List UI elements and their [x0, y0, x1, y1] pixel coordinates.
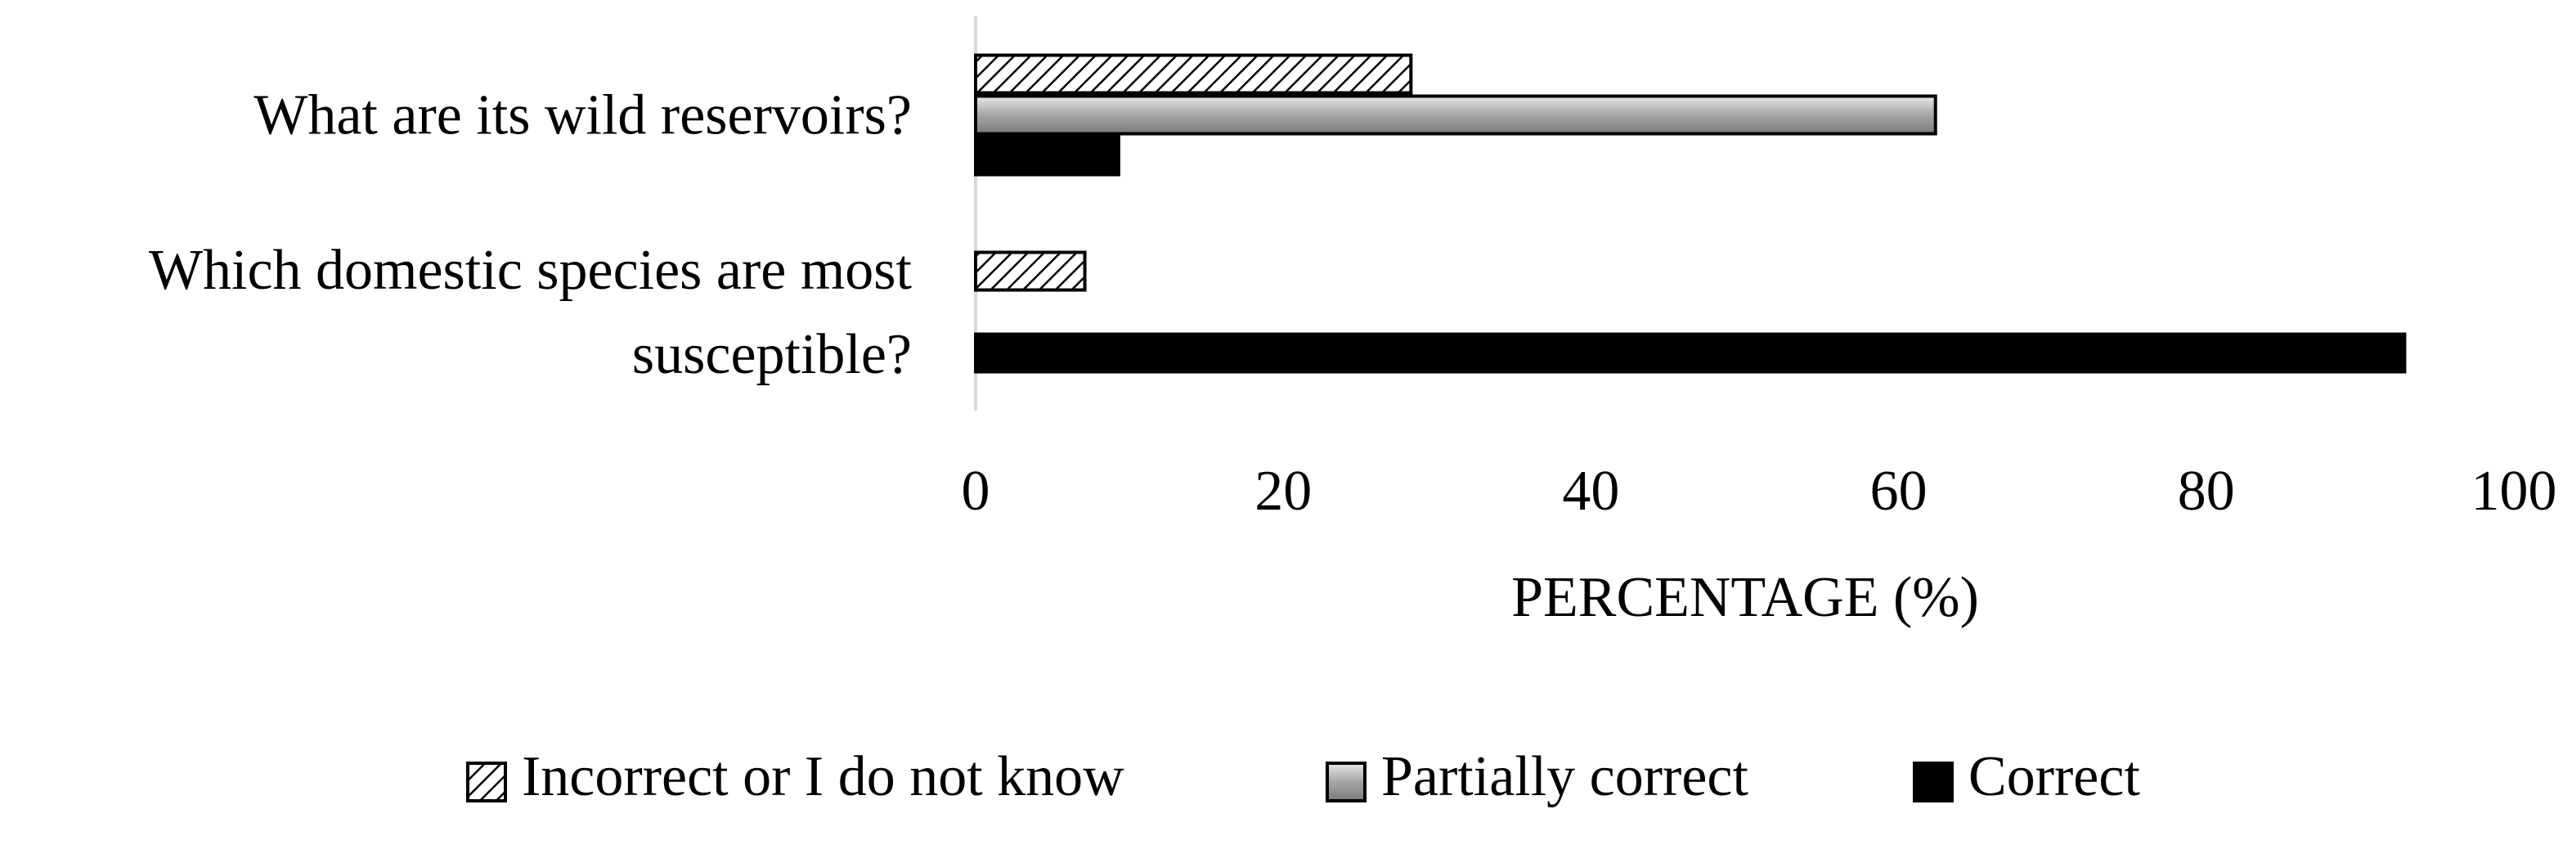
- x-tick-label: 20: [1254, 460, 1312, 523]
- x-tick-label: 0: [962, 460, 990, 523]
- legend-label: Correct: [1968, 745, 2140, 808]
- x-tick-label: 80: [2178, 460, 2235, 523]
- bar: [974, 332, 2407, 374]
- bar: [974, 250, 1087, 292]
- legend-swatch: [1326, 762, 1367, 802]
- x-axis-title: PERCENTAGE (%): [1511, 566, 1979, 629]
- bar: [974, 53, 1413, 95]
- legend-label: Partially correct: [1381, 745, 1749, 808]
- bar: [974, 94, 1937, 136]
- y-tick-label: Which domestic species are most suscepti…: [148, 238, 912, 386]
- legend-swatch: [1913, 762, 1954, 802]
- legend-swatch: [466, 762, 507, 802]
- legend-label: Incorrect or I do not know: [522, 745, 1124, 808]
- x-tick-label: 100: [2471, 460, 2557, 523]
- x-tick-label: 40: [1562, 460, 1619, 523]
- x-tick-label: 60: [1870, 460, 1928, 523]
- y-tick-label: What are its wild reservoirs?: [254, 83, 912, 146]
- bar: [974, 135, 1120, 177]
